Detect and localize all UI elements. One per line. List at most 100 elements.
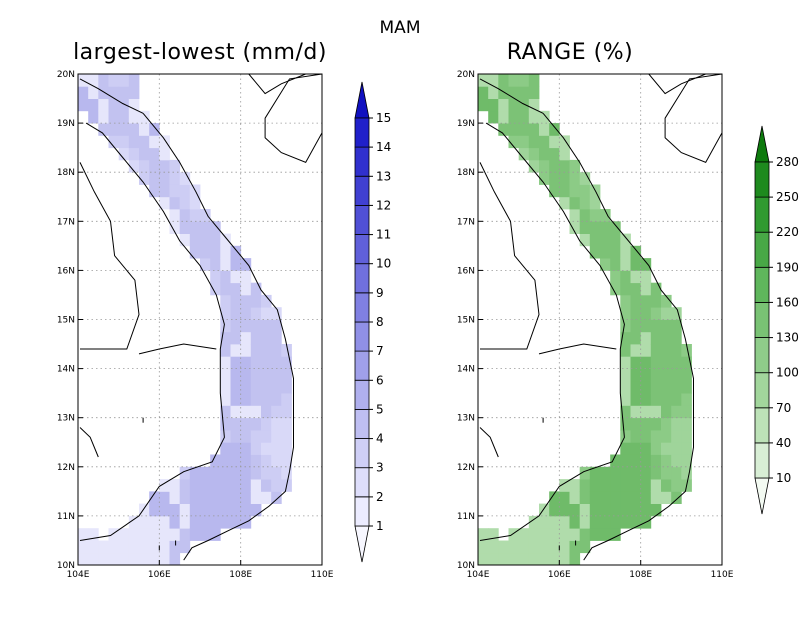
grid-cell (528, 74, 540, 87)
colorbar-box (354, 263, 370, 294)
grid-cell (549, 491, 560, 504)
grid-cell (478, 98, 489, 112)
grid-cell (640, 331, 652, 345)
grid-cell (179, 233, 191, 247)
boundary-line (79, 122, 225, 541)
grid-cell (508, 552, 520, 565)
grid-cell (589, 503, 601, 517)
grid-cell (559, 196, 570, 210)
right-colorbar: 10 40 70 100 130 160 190 220 250 280 (754, 125, 799, 515)
grid-cell (498, 540, 509, 554)
grid-cell (650, 380, 662, 394)
grid-cell (250, 344, 262, 357)
grid-cell (640, 307, 652, 320)
grid-cell (230, 331, 242, 345)
colorbar-box (754, 442, 770, 479)
grid-cell (661, 405, 672, 419)
grid-cell (681, 417, 692, 431)
grid-cell (210, 221, 221, 234)
grid-cell (589, 479, 601, 492)
boundary-line (538, 343, 617, 355)
grid-cell (220, 442, 231, 455)
grid-cell (549, 123, 560, 136)
grid-cell (98, 552, 109, 565)
grid-cell (671, 319, 682, 333)
grid-cell (230, 405, 242, 419)
lat-tick-label: 10N (57, 561, 75, 571)
grid-cell (478, 528, 489, 541)
lat-tick-label: 14N (457, 365, 475, 375)
grid-cell (630, 515, 642, 529)
grid-cell (250, 430, 262, 443)
grid-cell (640, 466, 652, 480)
grid-cell (569, 540, 581, 554)
grid-cell (671, 417, 682, 431)
grid-cell (589, 245, 601, 259)
grid-cell (108, 110, 120, 124)
grid-cell (620, 331, 631, 345)
grid-cell (250, 356, 262, 369)
colorbar-box (354, 467, 370, 498)
grid-cell (220, 380, 231, 394)
grid-cell (118, 552, 130, 565)
grid-cell (230, 258, 242, 271)
left-map-panel: 104E 106E 108E 110E 10N 11N 12N 13N 14N 15N 16N 17N… (57, 70, 334, 580)
grid-cell (149, 172, 160, 185)
grid-cell (240, 258, 252, 271)
grid-cell (559, 552, 570, 565)
grid-cell (78, 98, 89, 112)
grid-cell (169, 528, 181, 541)
lat-tick-label: 10N (457, 561, 475, 571)
colorbar-box (754, 161, 770, 198)
grid-cell (600, 245, 611, 259)
grid-cell (589, 196, 601, 210)
grid-cell (508, 135, 520, 149)
grid-cell (620, 454, 631, 468)
grid-cell (569, 159, 581, 173)
colorbar-box (354, 408, 370, 439)
lat-tick-label: 16N (457, 266, 475, 276)
grid-cell (559, 172, 570, 185)
grid-cell (579, 540, 591, 554)
grid-cell (261, 331, 272, 345)
grid-cell (640, 393, 652, 406)
grid-cell (610, 479, 621, 492)
grid-cell (271, 454, 282, 468)
grid-cell (549, 159, 560, 173)
grid-cell (661, 454, 672, 468)
grid-cell (661, 380, 672, 394)
colorbar-label: 15 (376, 111, 391, 125)
grid-cell (210, 233, 221, 247)
grid-cell (250, 393, 262, 406)
grid-cell (539, 552, 550, 565)
colorbar-upper-extend (354, 81, 370, 119)
colorbar-box (754, 407, 770, 444)
grid-cell (118, 123, 130, 136)
grid-cell (579, 184, 591, 198)
grid-cell (549, 503, 560, 517)
grid-cell (210, 491, 221, 504)
grid-cell (579, 221, 591, 234)
grid-cell (179, 221, 191, 234)
grid-cell (179, 528, 191, 541)
grid-cell (220, 503, 231, 517)
grid-cell (681, 454, 692, 468)
grid-cell (620, 307, 631, 320)
grid-cell (159, 172, 170, 185)
colorbar-label: 8 (376, 315, 384, 329)
grid-cell (159, 552, 170, 565)
grid-cell (610, 282, 621, 296)
grid-cell (589, 466, 601, 480)
grid-cell (179, 196, 191, 210)
grid-cell (650, 466, 662, 480)
colorbar-box (354, 321, 370, 352)
grid-cell (630, 368, 642, 382)
grid-cell (271, 307, 282, 320)
colorbar-box (354, 204, 370, 235)
grid-cell (261, 393, 272, 406)
grid-cell (250, 491, 262, 504)
grid-cell (220, 233, 231, 247)
grid-cell (640, 430, 652, 443)
grid-cell (559, 491, 570, 504)
grid-cell (549, 147, 560, 161)
